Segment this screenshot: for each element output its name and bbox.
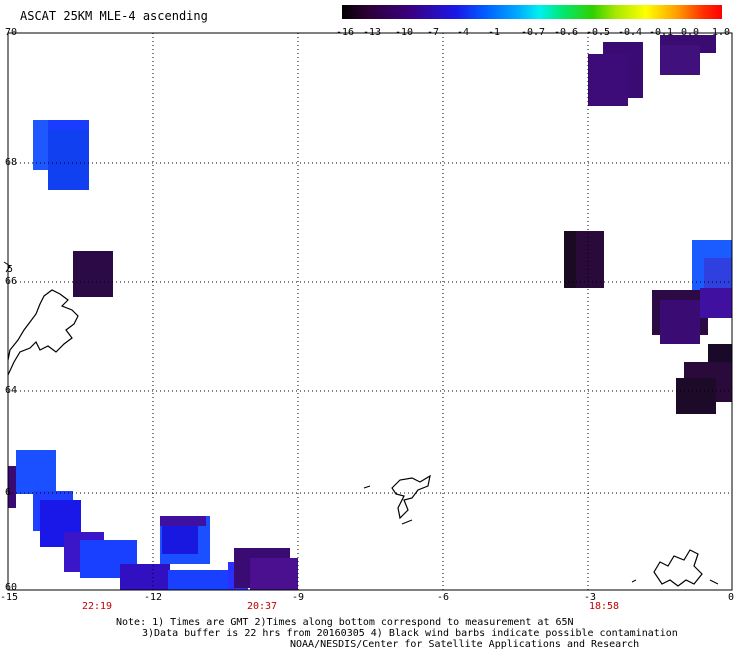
lat-label: 5: [7, 264, 14, 275]
note-line-3: NOAA/NESDIS/Center for Satellite Applica…: [290, 639, 640, 650]
colorbar: [342, 5, 722, 19]
lat-label: 60: [5, 582, 18, 593]
iceland-coastline: [7, 289, 79, 376]
lon-label: 0: [727, 592, 735, 603]
shetland-islands: [653, 549, 703, 587]
note-line-1: Note: 1) Times are GMT 2)Times along bot…: [116, 617, 574, 628]
map-frame: [7, 32, 733, 591]
lat-label: 66: [5, 276, 18, 287]
pass-time-label: 20:37: [246, 601, 278, 612]
pass-time-label: 18:58: [588, 601, 620, 612]
lat-label: 68: [5, 157, 18, 168]
pass-time-label: 22:19: [81, 601, 113, 612]
wind-swath-cells: [8, 35, 732, 590]
lon-label: -15: [0, 592, 19, 603]
lon-label: -3: [583, 592, 597, 603]
lat-label: 70: [5, 27, 18, 38]
lat-label: 6: [5, 487, 12, 498]
graticule: [8, 33, 732, 590]
note-line-2: 3)Data buffer is 22 hrs from 20160305 4)…: [142, 628, 678, 639]
lon-label: -12: [143, 592, 163, 603]
faroe-islands: [391, 474, 431, 520]
map-title: ASCAT 25KM MLE-4 ascending: [20, 9, 208, 23]
lon-label: -9: [291, 592, 305, 603]
lon-label: -6: [436, 592, 450, 603]
lat-label: 64: [5, 385, 18, 396]
